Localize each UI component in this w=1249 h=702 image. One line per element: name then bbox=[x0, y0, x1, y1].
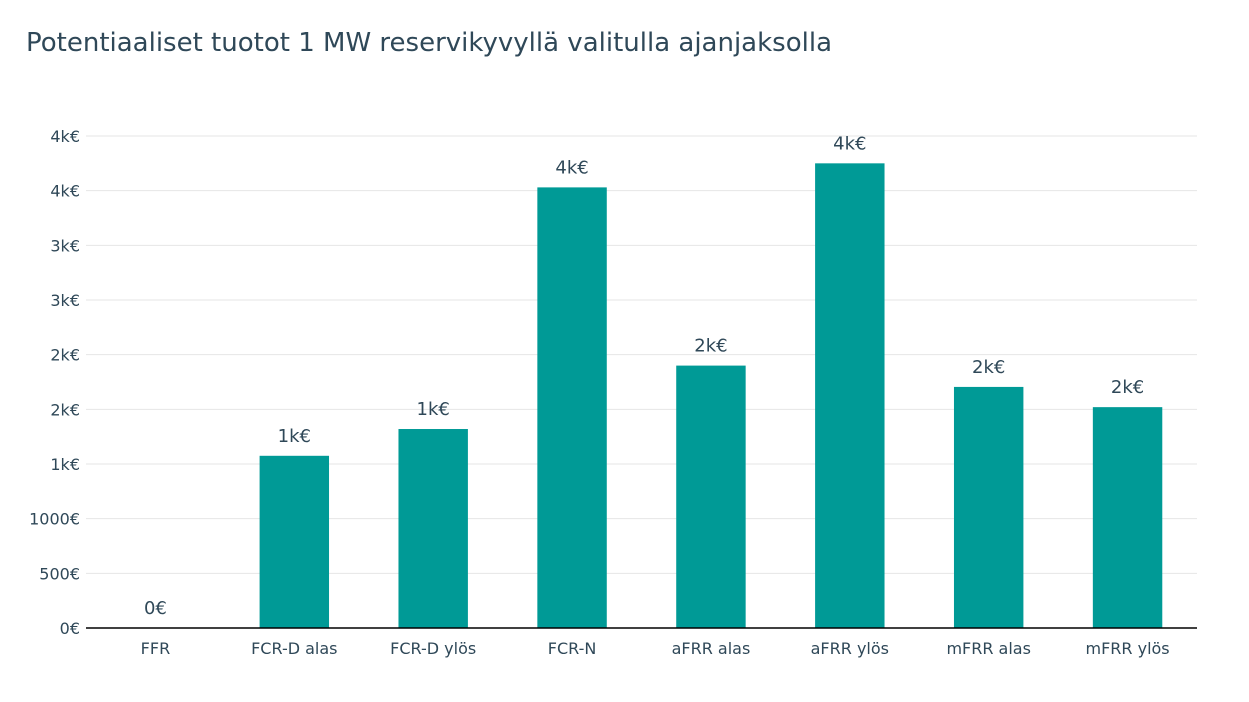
x-tick-label: FCR-D ylös bbox=[390, 639, 476, 658]
x-tick-label: aFRR ylös bbox=[811, 639, 889, 658]
bar bbox=[676, 365, 746, 628]
x-tick-label: mFRR ylös bbox=[1085, 639, 1169, 658]
y-tick-label: 2k€ bbox=[50, 346, 80, 365]
x-tick-label: FFR bbox=[141, 639, 171, 658]
x-tick-label: FCR-N bbox=[548, 639, 597, 658]
x-axis-ticks: FFR FCR-D alas FCR-D ylös FCR-N aFRR alas aFR… bbox=[141, 639, 1170, 658]
x-tick-label: aFRR alas bbox=[672, 639, 751, 658]
data-label: 0€ bbox=[144, 598, 167, 619]
data-labels: 0€ 1k€ 1k€ 4k€ 2k€ 4k€ 2k€ 2k€ bbox=[144, 133, 1144, 619]
bar bbox=[398, 429, 468, 628]
bar bbox=[537, 187, 607, 629]
y-tick-label: 3k€ bbox=[50, 291, 80, 310]
bar bbox=[1092, 407, 1163, 628]
y-tick-label: 4k€ bbox=[50, 127, 80, 146]
y-tick-label: 1k€ bbox=[50, 455, 80, 474]
bars bbox=[259, 163, 1163, 629]
x-tick-label: FCR-D alas bbox=[251, 639, 337, 658]
grid-lines bbox=[86, 135, 1197, 574]
data-label: 2k€ bbox=[694, 336, 727, 357]
bar bbox=[953, 386, 1024, 628]
x-tick-label: mFRR alas bbox=[946, 639, 1031, 658]
y-tick-label: 2k€ bbox=[50, 400, 80, 419]
y-tick-label: 500€ bbox=[39, 564, 80, 583]
y-tick-label: 4k€ bbox=[50, 182, 80, 201]
bar bbox=[815, 163, 885, 629]
y-axis-ticks: 0€ 500€ 1000€ 1k€ 2k€ 2k€ 3k€ 3k€ 4k€ 4k€ bbox=[29, 127, 80, 638]
data-label: 4k€ bbox=[555, 157, 588, 178]
y-tick-label: 1000€ bbox=[29, 510, 80, 529]
data-label: 1k€ bbox=[417, 399, 450, 420]
y-tick-label: 3k€ bbox=[50, 236, 80, 255]
data-label: 2k€ bbox=[972, 357, 1005, 378]
y-tick-label: 0€ bbox=[60, 619, 80, 638]
data-label: 1k€ bbox=[278, 426, 311, 447]
bar bbox=[259, 455, 330, 628]
chart-title: Potentiaaliset tuotot 1 MW reservikyvyll… bbox=[26, 28, 832, 58]
data-label: 2k€ bbox=[1111, 377, 1144, 398]
data-label: 4k€ bbox=[833, 133, 866, 154]
